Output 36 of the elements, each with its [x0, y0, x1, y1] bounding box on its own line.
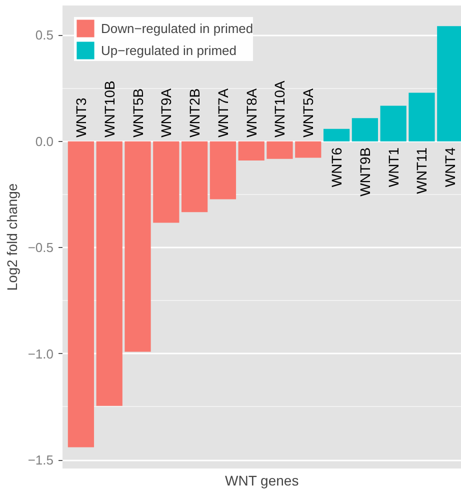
x-tick-label: WNT10B	[101, 80, 118, 138]
x-tick-label: WNT9B	[356, 147, 373, 196]
y-tick-label: 0.5	[35, 28, 54, 43]
x-tick-label: WNT9A	[158, 88, 174, 138]
bar	[181, 141, 208, 212]
x-tick-label: WNT10A	[272, 80, 288, 138]
bar	[380, 106, 406, 142]
y-tick-label: −1.5	[28, 452, 54, 468]
x-tick-label: WNT2B	[186, 88, 203, 138]
x-tick-label: WNT8A	[243, 88, 260, 138]
x-tick-label: WNT1	[385, 147, 402, 188]
x-tick-label: WNT11	[414, 147, 430, 194]
y-tick-label: −0.5	[28, 240, 54, 256]
y-axis-title: Log2 fold change	[4, 183, 20, 291]
x-tick-label: WNT4	[442, 147, 458, 188]
bar	[153, 141, 180, 223]
bar	[352, 118, 378, 142]
bar	[266, 141, 293, 159]
bar	[408, 92, 435, 142]
x-tick-label: WNT7A	[214, 88, 231, 138]
x-tick-label: WNT5B	[130, 88, 146, 138]
y-tick-label: 0.0	[35, 134, 54, 149]
bar	[238, 141, 264, 161]
bar	[96, 141, 122, 406]
x-tick-label: WNT5A	[300, 88, 316, 138]
bar	[295, 141, 322, 158]
bar	[323, 128, 350, 142]
legend-label: Down−regulated in primed	[101, 20, 254, 38]
bar	[124, 141, 151, 352]
x-axis-title: WNT genes	[225, 472, 299, 488]
x-tick-label: WNT3	[72, 98, 89, 138]
y-tick-label: −1.0	[28, 346, 54, 362]
legend-label: Up−regulated in primed	[101, 42, 236, 60]
bar	[68, 141, 94, 448]
bar	[210, 141, 236, 200]
x-tick-label: WNT6	[328, 147, 345, 188]
